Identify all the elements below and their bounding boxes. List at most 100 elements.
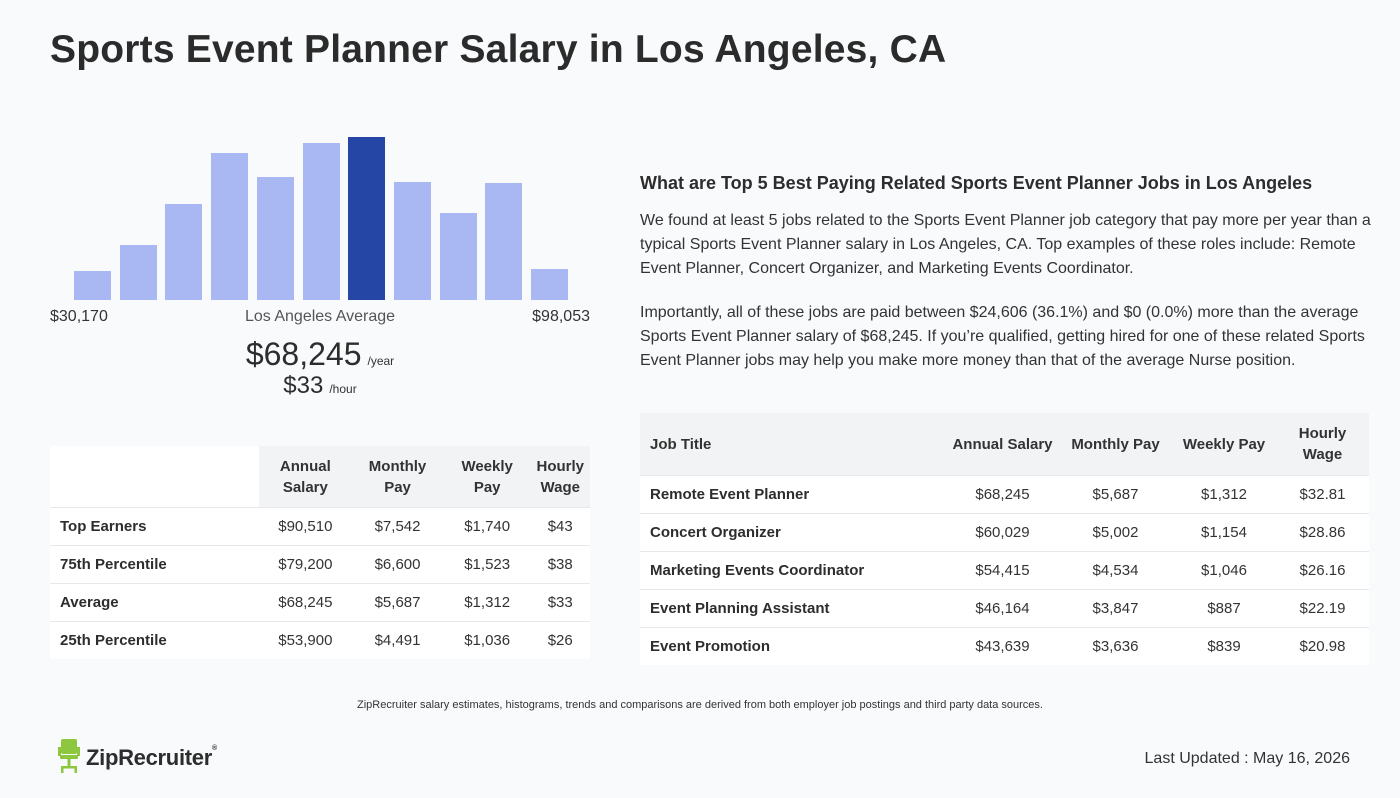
cell-hourly: $38 [530,545,590,584]
cell-weekly: $839 [1172,627,1276,665]
hourly-wage-unit: /hour [329,382,357,396]
annual-salary-value: $68,245 [245,336,362,372]
cell-weekly: $1,046 [1172,551,1276,590]
job-title: Marketing Events Coordinator [640,551,946,590]
cell-monthly: $6,600 [351,545,444,584]
annual-salary-unit: /year [367,354,395,368]
percentile-table: Annual Salary Monthly Pay Weekly Pay Hou… [50,446,590,659]
related-jobs-paragraph-1: We found at least 5 jobs related to the … [640,212,1371,277]
page-title: Sports Event Planner Salary in Los Angel… [50,28,947,71]
cell-annual: $90,510 [259,507,352,546]
range-min-label: $30,170 [50,308,108,325]
cell-annual: $60,029 [946,513,1059,552]
cell-annual: $54,415 [946,551,1059,590]
row-label: Top Earners [50,507,260,546]
cell-monthly: $5,002 [1059,513,1172,552]
cell-annual: $46,164 [946,589,1059,628]
cell-weekly: $1,036 [443,621,531,659]
last-updated: Last Updated : May 16, 2026 [1144,750,1350,767]
table-header-row: Annual Salary Monthly Pay Weekly Pay Hou… [50,446,590,508]
cell-hourly: $26 [530,621,590,659]
cell-annual: $68,245 [946,475,1059,514]
cell-annual: $68,245 [259,583,352,622]
table-row: Average $68,245 $5,687 $1,312 $33 [50,583,590,622]
related-jobs-heading: What are Top 5 Best Paying Related Sport… [640,173,1313,193]
cell-weekly: $1,312 [1172,475,1276,514]
cell-hourly: $33 [530,583,590,622]
cell-hourly: $20.98 [1276,627,1369,665]
cell-monthly: $4,491 [351,621,444,659]
header-hourly: Hourly Wage [530,446,590,508]
related-jobs-table: Job Title Annual Salary Monthly Pay Week… [640,413,1369,665]
cell-annual: $53,900 [259,621,352,659]
cell-monthly: $7,542 [351,507,444,546]
table-row: 75th Percentile $79,200 $6,600 $1,523 $3… [50,545,590,584]
header-blank [50,446,260,508]
hourly-wage: $33/hour [0,372,640,400]
row-label: 25th Percentile [50,621,260,659]
cell-weekly: $1,312 [443,583,531,622]
table-row: 25th Percentile $53,900 $4,491 $1,036 $2… [50,621,590,659]
histogram-bar [211,153,248,300]
job-title: Concert Organizer [640,513,946,552]
cell-monthly: $5,687 [1059,475,1172,514]
cell-monthly: $3,847 [1059,589,1172,628]
table-row: Top Earners $90,510 $7,542 $1,740 $43 [50,507,590,546]
histogram-bar [165,204,202,300]
data-source-note: ZipRecruiter salary estimates, histogram… [357,699,1043,711]
hourly-wage-value: $33 [283,372,324,399]
cell-hourly: $22.19 [1276,589,1369,628]
annual-salary: $68,245/year [0,336,640,373]
table-row: Concert Organizer $60,029 $5,002 $1,154 … [640,513,1369,552]
cell-monthly: $5,687 [351,583,444,622]
range-max-label: $98,053 [532,308,590,325]
cell-hourly: $43 [530,507,590,546]
job-title: Event Promotion [640,627,946,665]
histogram-bar [485,183,522,300]
histogram-bar [394,182,431,300]
histogram-bar [440,213,477,300]
table-row: Marketing Events Coordinator $54,415 $4,… [640,551,1369,590]
cell-annual: $79,200 [259,545,352,584]
cell-hourly: $28.86 [1276,513,1369,552]
salary-histogram [50,130,590,300]
header-monthly: Monthly Pay [351,446,444,508]
cell-monthly: $4,534 [1059,551,1172,590]
average-label: Los Angeles Average [245,308,396,325]
ziprecruiter-logo[interactable]: ZipRecruiter® [58,738,217,778]
cell-weekly: $1,740 [443,507,531,546]
header-weekly: Weekly Pay [443,446,531,508]
header-job-title: Job Title [640,413,946,476]
logo-registered-mark: ® [211,745,217,752]
job-title: Event Planning Assistant [640,589,946,628]
job-title: Remote Event Planner [640,475,946,514]
cell-weekly: $887 [1172,589,1276,628]
cell-hourly: $26.16 [1276,551,1369,590]
table-row: Event Promotion $43,639 $3,636 $839 $20.… [640,627,1369,665]
histogram-bar [348,137,385,300]
cell-weekly: $1,523 [443,545,531,584]
header-weekly: Weekly Pay [1172,413,1276,476]
header-hourly: Hourly Wage [1276,413,1369,476]
table-row: Event Planning Assistant $46,164 $3,847 … [640,589,1369,628]
logo-text: ZipRecruiter® [86,745,217,771]
histogram-bar [74,271,111,300]
histogram-bar [120,245,157,300]
table-row: Remote Event Planner $68,245 $5,687 $1,3… [640,475,1369,514]
row-label: Average [50,583,260,622]
cell-monthly: $3,636 [1059,627,1172,665]
row-label: 75th Percentile [50,545,260,584]
cell-hourly: $32.81 [1276,475,1369,514]
header-annual: Annual Salary [946,413,1059,476]
histogram-bar [257,177,294,300]
related-jobs-paragraph-2: Importantly, all of these jobs are paid … [640,304,1365,369]
logo-wordmark: ZipRecruiter [86,745,212,770]
cell-annual: $43,639 [946,627,1059,665]
chair-icon [58,738,80,778]
cell-weekly: $1,154 [1172,513,1276,552]
table-header-row: Job Title Annual Salary Monthly Pay Week… [640,413,1369,476]
header-annual: Annual Salary [259,446,352,508]
header-monthly: Monthly Pay [1059,413,1172,476]
histogram-bar [531,269,568,300]
histogram-bar [303,143,340,300]
